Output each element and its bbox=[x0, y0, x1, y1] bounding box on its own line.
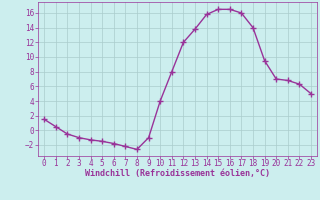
X-axis label: Windchill (Refroidissement éolien,°C): Windchill (Refroidissement éolien,°C) bbox=[85, 169, 270, 178]
